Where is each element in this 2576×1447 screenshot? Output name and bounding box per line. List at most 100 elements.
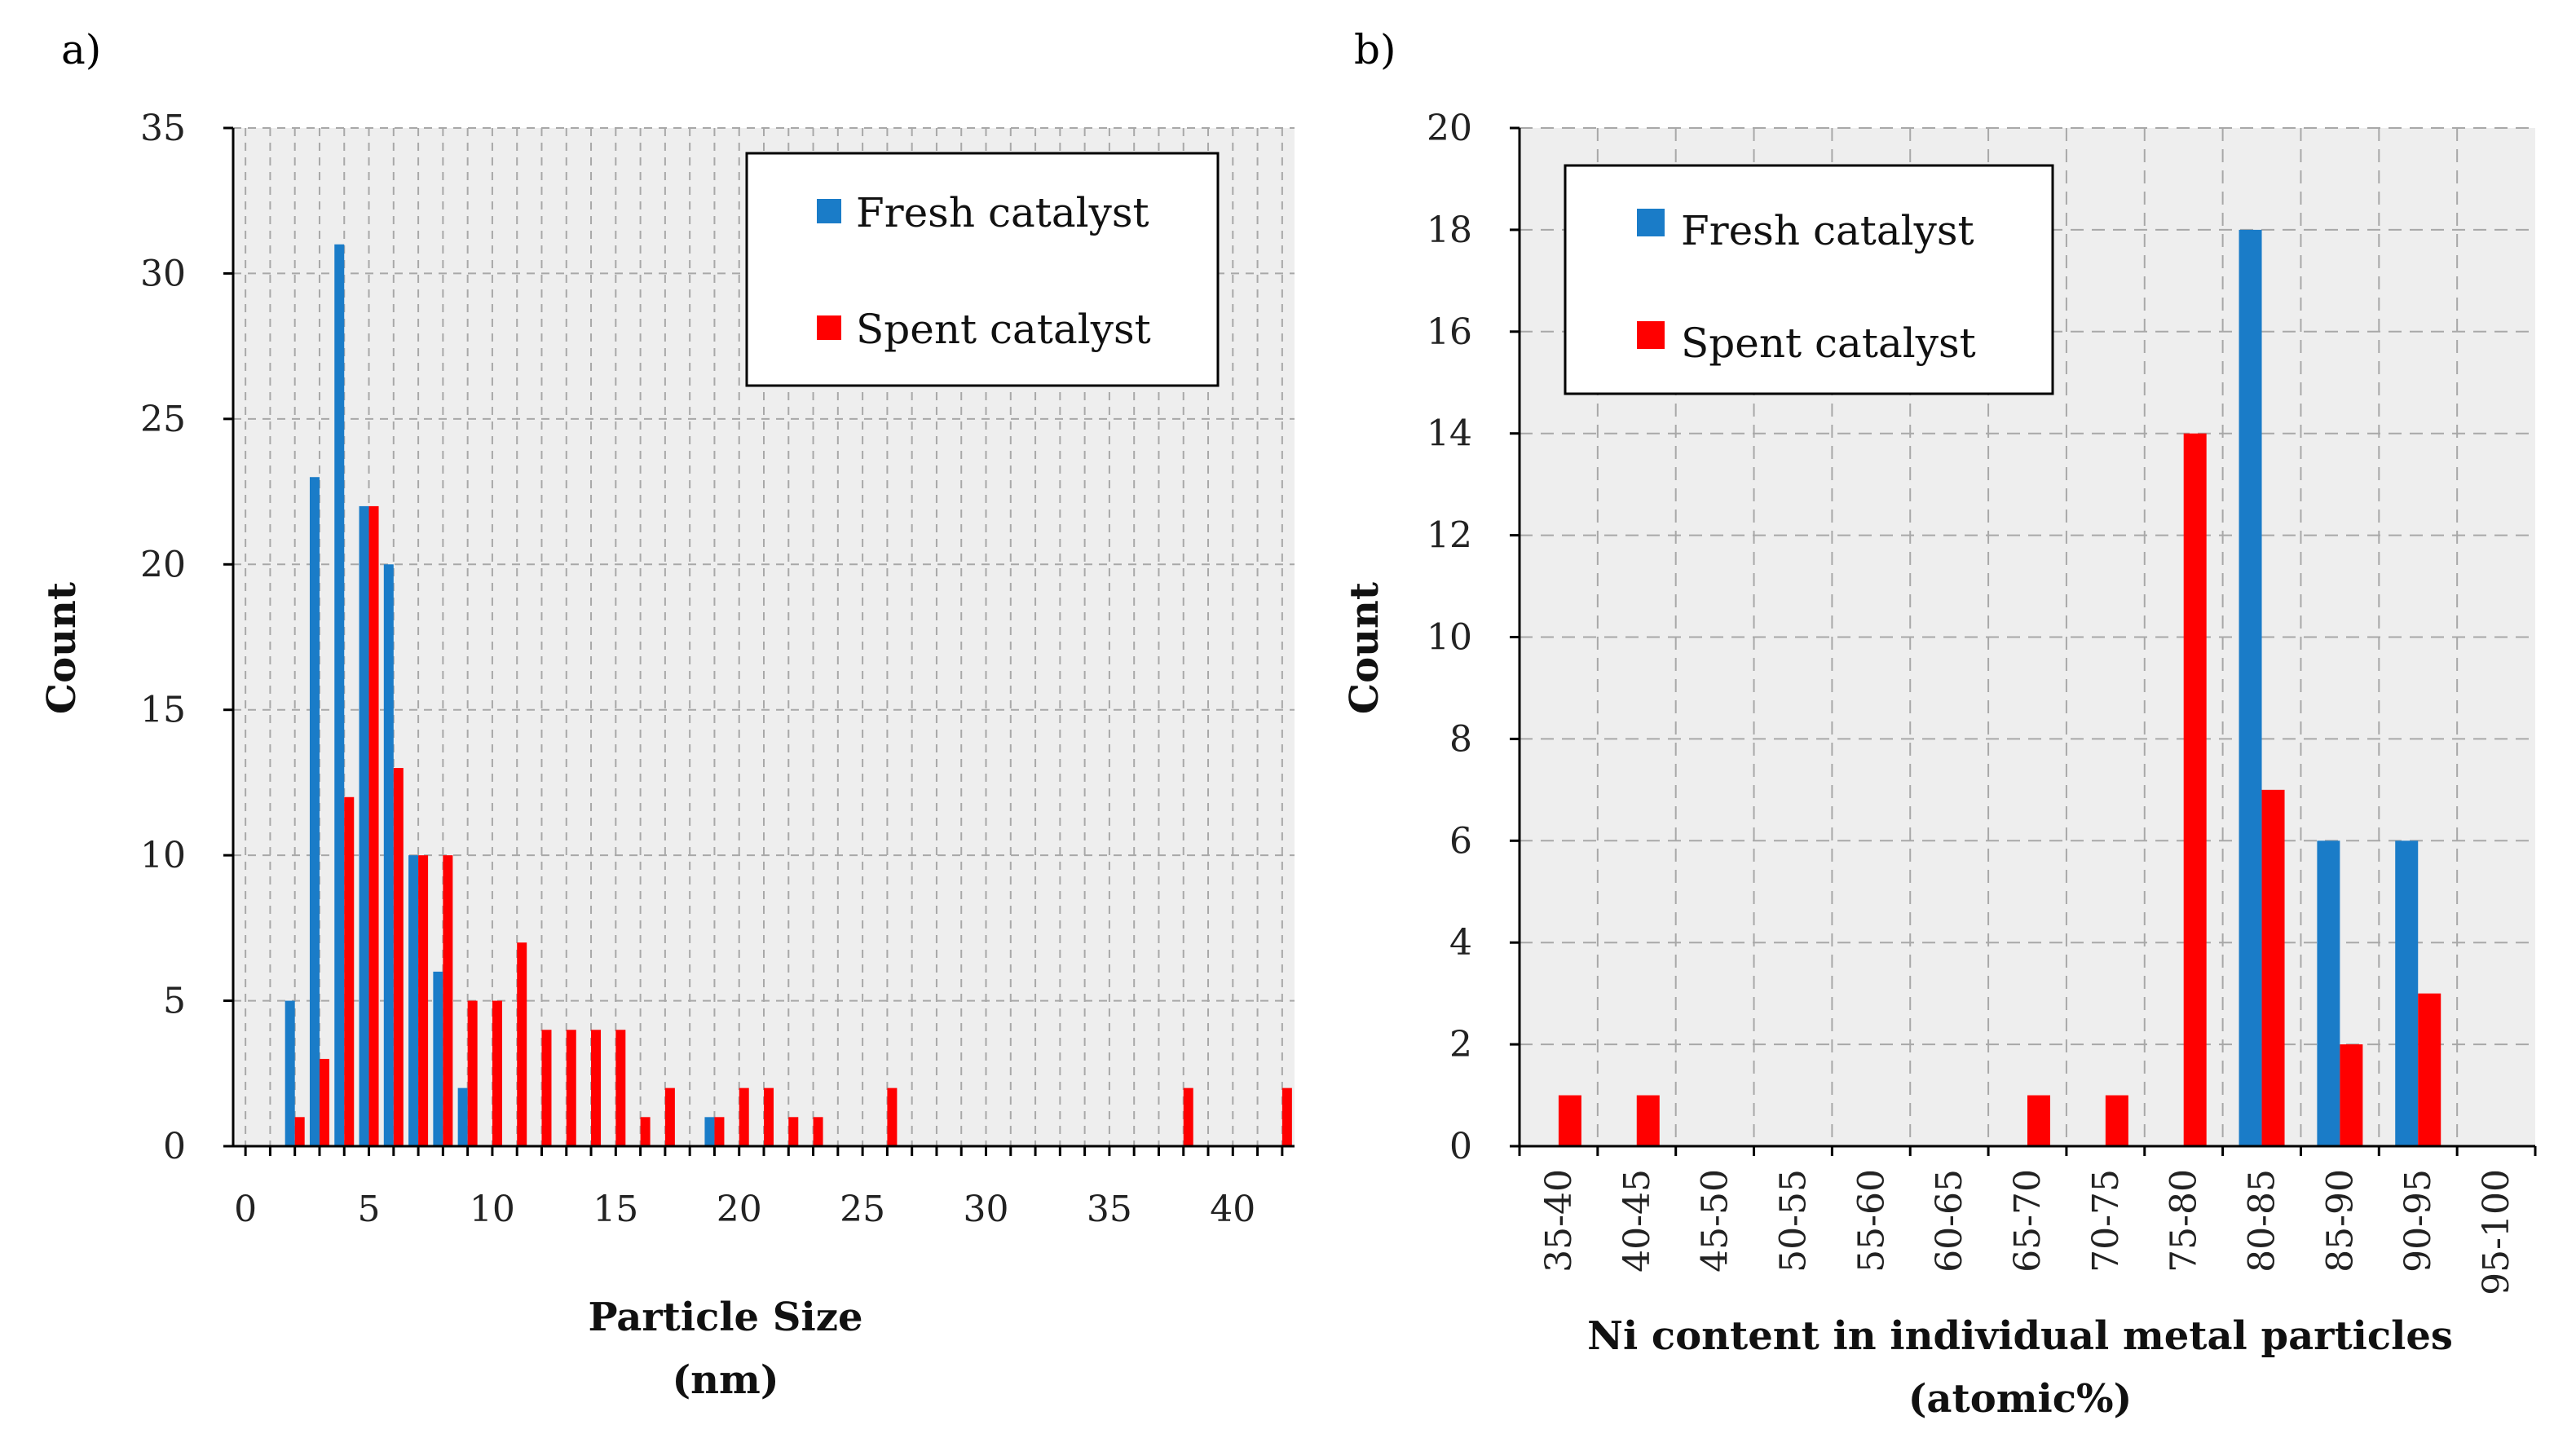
legend-label-fresh-b: Fresh catalyst	[1681, 207, 1974, 254]
bar-fresh-80-85	[2239, 229, 2262, 1146]
y-tick-label: 6	[1449, 820, 1472, 862]
y-tick-label: 35	[140, 108, 186, 149]
bar-spent-20nm	[739, 1087, 749, 1146]
x-tick-label: 0	[234, 1189, 257, 1230]
y-tick-label: 14	[1427, 413, 1472, 455]
bar-spent-16nm	[640, 1117, 651, 1146]
y-tick-label: 0	[163, 1126, 186, 1167]
chart-b: b) 0 2 4 6 8 10 12 14 16 18 20 35-40 40-45 45-50 50-5…	[1342, 26, 2537, 1422]
x-category-label: 45-50	[1695, 1169, 1736, 1273]
legend-b: Fresh catalyst Spent catalyst	[1564, 164, 2054, 395]
x-category-label: 40-45	[1617, 1169, 1658, 1273]
y-tick-label: 0	[1449, 1126, 1472, 1167]
y-tick-label: 15	[140, 690, 186, 731]
bar-fresh-9nm	[457, 1087, 468, 1146]
bar-spent-26nm	[887, 1087, 898, 1146]
bar-spent-70-75	[2105, 1095, 2128, 1146]
y-tick-label: 5	[163, 981, 186, 1022]
y-tick-label: 20	[1427, 108, 1472, 149]
x-ticks-b: 35-40 40-45 45-50 50-55 55-60 60-65 65-70 70-75…	[1518, 1146, 2537, 1295]
x-tick-label: 35	[1087, 1189, 1132, 1230]
legend-swatch-fresh-a	[817, 199, 841, 223]
x-category-label: 85-90	[2319, 1169, 2361, 1273]
bar-fresh-5nm	[359, 505, 369, 1146]
x-category-label: 50-55	[1772, 1169, 1814, 1273]
x-category-label: 55-60	[1850, 1169, 1892, 1273]
bar-spent-8nm	[443, 855, 453, 1146]
bar-fresh-6nm	[383, 564, 394, 1146]
bar-spent-15nm	[615, 1030, 626, 1146]
bar-spent-14nm	[591, 1030, 602, 1146]
x-category-label: 80-85	[2242, 1169, 2283, 1273]
y-tick-label: 25	[140, 399, 186, 440]
legend-label-fresh-a: Fresh catalyst	[856, 189, 1149, 236]
bar-spent-12nm	[541, 1030, 552, 1146]
x-tick-label: 30	[964, 1189, 1009, 1230]
bar-spent-17nm	[664, 1087, 675, 1146]
bar-spent-23nm	[813, 1117, 823, 1146]
x-category-label: 65-70	[2007, 1169, 2049, 1273]
legend-a: Fresh catalyst Spent catalyst	[745, 152, 1220, 387]
bar-fresh-2nm	[285, 1000, 295, 1146]
bar-fresh-90-95	[2395, 840, 2419, 1146]
bar-fresh-8nm	[433, 971, 443, 1146]
x-tick-label: 10	[470, 1189, 515, 1230]
x-tick-label: 20	[717, 1189, 762, 1230]
x-axis-subtitle-a: (nm)	[672, 1357, 779, 1403]
y-ticks-b: 0 2 4 6 8 10 12 14 16 18 20	[1427, 108, 1520, 1167]
bar-fresh-19nm	[704, 1117, 715, 1146]
y-tick-label: 16	[1427, 311, 1472, 353]
bar-spent-90-95	[2418, 993, 2441, 1146]
y-tick-label: 12	[1427, 515, 1472, 557]
x-tick-label: 25	[840, 1189, 885, 1230]
legend-swatch-fresh-b	[1637, 209, 1665, 236]
x-category-label: 95-100	[2476, 1169, 2517, 1295]
bar-spent-38nm	[1183, 1087, 1193, 1146]
bar-spent-22nm	[788, 1117, 799, 1146]
legend-swatch-spent-a	[817, 315, 841, 340]
bar-spent-42nm	[1281, 1087, 1292, 1146]
legend-label-spent-b: Spent catalyst	[1681, 320, 1976, 367]
bar-spent-13nm	[566, 1030, 576, 1146]
bar-spent-80-85	[2261, 789, 2285, 1146]
bar-spent-21nm	[764, 1087, 774, 1146]
y-tick-label: 18	[1427, 210, 1472, 251]
bar-fresh-3nm	[309, 477, 320, 1146]
bar-spent-5nm	[368, 505, 379, 1146]
legend-swatch-spent-b	[1637, 321, 1665, 349]
y-ticks-a: 0 5 10 15 20 25 30 35	[140, 108, 233, 1167]
y-axis-title-b: Count	[1342, 582, 1387, 714]
bar-fresh-7nm	[408, 855, 419, 1146]
x-tick-label: 40	[1210, 1189, 1255, 1230]
y-axis-title-a: Count	[39, 582, 85, 714]
y-tick-label: 10	[1427, 617, 1472, 659]
bar-spent-9nm	[467, 1000, 478, 1146]
bars-b	[1558, 229, 2441, 1146]
x-axis-subtitle-b: (atomic%)	[1908, 1376, 2133, 1422]
x-category-label: 90-95	[2397, 1169, 2439, 1273]
bar-spent-40-45	[1636, 1095, 1660, 1146]
x-category-label: 60-65	[1929, 1169, 1970, 1273]
bar-spent-19nm	[714, 1117, 725, 1146]
bar-spent-85-90	[2340, 1044, 2363, 1146]
y-tick-label: 2	[1449, 1024, 1472, 1065]
bar-fresh-85-90	[2317, 840, 2340, 1146]
bar-spent-4nm	[344, 796, 355, 1146]
x-tick-label: 5	[358, 1189, 381, 1230]
panel-b-label: b)	[1354, 26, 1396, 73]
legend-box-a	[745, 152, 1220, 387]
bar-spent-35-40	[1558, 1095, 1581, 1146]
x-category-label: 75-80	[2164, 1169, 2205, 1273]
y-tick-label: 30	[140, 253, 186, 294]
bar-spent-3nm	[319, 1058, 329, 1146]
y-tick-label: 8	[1449, 718, 1472, 760]
bar-spent-10nm	[492, 1000, 502, 1146]
x-tick-label: 15	[593, 1189, 638, 1230]
x-axis-title-a: Particle Size	[588, 1295, 862, 1340]
y-tick-label: 10	[140, 835, 186, 876]
x-ticks-a: 0 5 10 15 20 25 30 35 40	[234, 1146, 1284, 1230]
y-tick-label: 20	[140, 544, 186, 585]
bar-spent-11nm	[517, 942, 527, 1146]
legend-box-b	[1564, 164, 2054, 395]
